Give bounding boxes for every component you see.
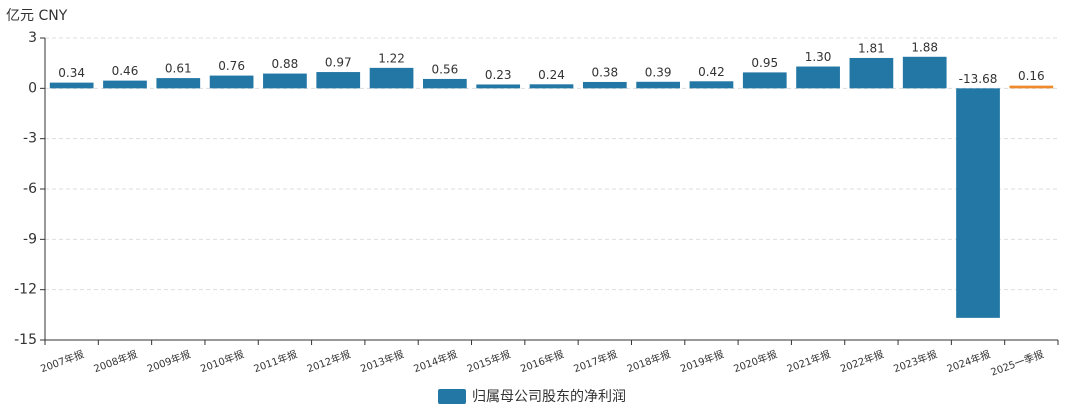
y-tick-label: 3 xyxy=(28,30,37,46)
x-tick-label: 2024年报 xyxy=(945,347,992,375)
bar xyxy=(582,81,627,89)
value-label: 0.76 xyxy=(218,59,245,73)
y-axis-label: 亿元 CNY xyxy=(6,8,68,24)
x-tick-label: 2019年报 xyxy=(678,347,725,375)
x-tick-label: 2025一季报 xyxy=(989,347,1046,378)
x-tick-label: 2022年报 xyxy=(838,347,885,375)
bar xyxy=(263,73,307,89)
x-tick-label: 2007年报 xyxy=(39,347,86,375)
bar xyxy=(529,84,574,89)
bar xyxy=(689,81,734,89)
value-label: 0.38 xyxy=(591,65,618,79)
value-label: 0.23 xyxy=(485,68,512,82)
x-tick-label: 2011年报 xyxy=(252,347,299,375)
x-tick-label: 2009年报 xyxy=(145,347,192,375)
x-tick-label: 2016年报 xyxy=(518,347,565,375)
y-tick-label: -6 xyxy=(23,181,37,197)
bar xyxy=(476,84,521,89)
bar xyxy=(423,78,467,89)
value-label: 0.56 xyxy=(432,62,459,76)
bar xyxy=(742,72,787,89)
bar xyxy=(209,75,254,89)
x-tick-label: 2018年报 xyxy=(625,347,672,375)
value-label: 1.88 xyxy=(911,40,938,54)
bar xyxy=(103,80,147,89)
value-label: 0.34 xyxy=(58,66,85,80)
bar xyxy=(316,72,361,89)
y-tick-label: -9 xyxy=(23,231,37,247)
bar xyxy=(636,81,680,89)
legend-swatch xyxy=(438,389,466,404)
value-label: 0.95 xyxy=(751,56,778,70)
bar xyxy=(902,56,947,89)
y-tick-label: 0 xyxy=(28,80,37,96)
value-label: 0.97 xyxy=(325,56,352,70)
value-label: 0.61 xyxy=(165,62,192,76)
bar xyxy=(849,57,894,89)
bar xyxy=(1009,85,1054,89)
value-label: 1.22 xyxy=(378,51,405,65)
x-tick-label: 2013年报 xyxy=(358,347,405,375)
value-label: -13.68 xyxy=(959,72,998,86)
x-tick-label: 2010年报 xyxy=(198,347,245,375)
bar xyxy=(49,82,94,89)
x-tick-label: 2023年报 xyxy=(892,347,939,375)
x-tick-label: 2015年报 xyxy=(465,347,512,375)
y-tick-label: -15 xyxy=(14,332,37,348)
value-label: 0.24 xyxy=(538,68,565,82)
x-tick-label: 2021年报 xyxy=(785,347,832,375)
value-label: 0.46 xyxy=(112,64,139,78)
bar xyxy=(956,88,1000,318)
x-tick-label: 2008年报 xyxy=(92,347,139,375)
value-label: 1.81 xyxy=(858,41,885,55)
x-tick-label: 2020年报 xyxy=(732,347,779,375)
bar xyxy=(369,67,414,89)
legend-label: 归属母公司股东的净利润 xyxy=(472,388,626,405)
bar xyxy=(156,78,201,89)
x-tick-label: 2012年报 xyxy=(305,347,352,375)
y-tick-label: -12 xyxy=(14,282,37,298)
bar xyxy=(796,66,840,89)
value-label: 0.42 xyxy=(698,65,725,79)
value-label: 0.39 xyxy=(645,65,672,79)
x-tick-label: 2017年报 xyxy=(572,347,619,375)
value-label: 0.88 xyxy=(272,57,299,71)
value-label: 0.16 xyxy=(1018,69,1045,83)
y-tick-label: -3 xyxy=(23,131,37,147)
x-tick-label: 2014年报 xyxy=(412,347,459,375)
value-label: 1.30 xyxy=(805,50,832,64)
